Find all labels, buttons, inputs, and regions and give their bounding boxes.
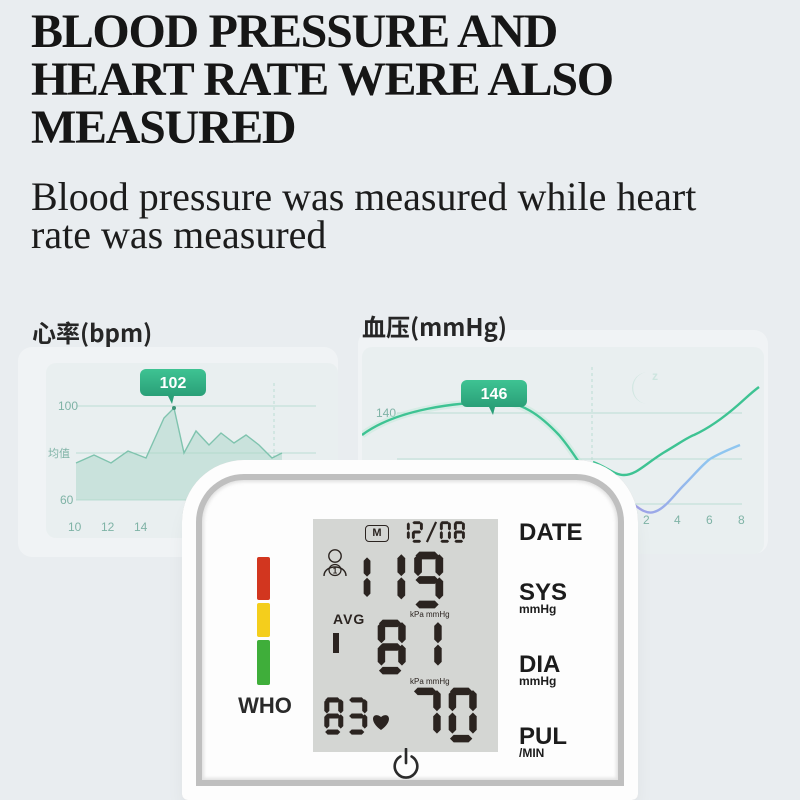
svg-text:2: 2 [643,513,650,527]
svg-text:4: 4 [674,513,681,527]
svg-text:10: 10 [68,520,82,534]
svg-text:均值: 均值 [48,445,70,461]
svg-text:z: z [652,369,658,383]
svg-text:6: 6 [706,513,713,527]
svg-text:100: 100 [58,399,78,413]
svg-text:102: 102 [160,375,187,392]
svg-text:146: 146 [481,386,508,403]
svg-text:60: 60 [60,493,74,507]
svg-text:8: 8 [738,513,745,527]
svg-text:1: 1 [333,567,338,576]
svg-text:12: 12 [101,520,115,534]
svg-text:14: 14 [134,520,148,534]
